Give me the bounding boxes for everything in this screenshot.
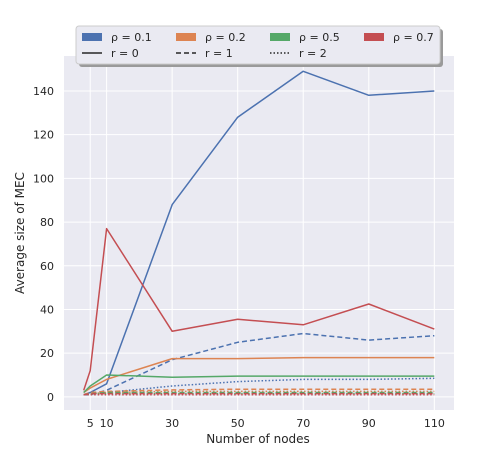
y-tick-label: 140 [33, 85, 54, 98]
y-tick-label: 80 [40, 216, 54, 229]
legend-label: r = 2 [299, 47, 327, 60]
legend-label: ρ = 0.2 [205, 31, 246, 44]
legend-box [75, 25, 441, 65]
x-tick-label: 90 [362, 417, 376, 430]
legend-label: ρ = 0.7 [393, 31, 434, 44]
x-tick-label: 10 [100, 417, 114, 430]
x-tick-label: 110 [424, 417, 445, 430]
legend-swatch [176, 33, 196, 41]
series-line-rho-0.7-r-1 [83, 392, 435, 396]
legend-label: ρ = 0.5 [299, 31, 340, 44]
y-tick-label: 20 [40, 347, 54, 360]
plot-background [64, 56, 454, 410]
y-gridlines [64, 90, 454, 398]
series-line-rho-0.2-r-1 [83, 388, 435, 396]
x-tick-label: 5 [87, 417, 94, 430]
y-tick-labels: 0 20 40 60 80 100 120 140 [33, 85, 54, 404]
series-line-rho-0.2-r-2 [83, 390, 435, 396]
series-line-rho-0.7-r-0 [82, 227, 435, 391]
series-lines [82, 70, 435, 396]
x-tick-label: 50 [231, 417, 245, 430]
y-tick-label: 120 [33, 129, 54, 142]
y-tick-label: 40 [40, 303, 54, 316]
y-tick-label: 100 [33, 172, 54, 185]
x-tick-label: 30 [165, 417, 179, 430]
series-line-rho-0.1-r-0 [83, 70, 435, 396]
legend-label: ρ = 0.1 [111, 31, 152, 44]
legend-swatch [364, 33, 384, 41]
x-tick-label: 70 [296, 417, 310, 430]
y-axis-label: Average size of MEC [13, 172, 27, 294]
y-tick-label: 60 [40, 260, 54, 273]
legend-label: r = 1 [205, 47, 233, 60]
legend-swatch [270, 33, 290, 41]
series-line-rho-0.2-r-0 [83, 356, 435, 394]
legend-label: r = 0 [111, 47, 139, 60]
legend-swatch [82, 33, 102, 41]
legend-r-entries: r = 0 r = 1 r = 2 [82, 47, 327, 60]
series-line-rho-0.5-r-0 [83, 374, 435, 394]
y-tick-label: 0 [47, 391, 54, 404]
x-axis-label: Number of nodes [206, 432, 310, 446]
legend-rho-entries: ρ = 0.1 ρ = 0.2 ρ = 0.5 ρ = 0.7 [82, 31, 434, 44]
x-tick-labels: 5 10 30 50 70 90 110 [87, 417, 445, 430]
